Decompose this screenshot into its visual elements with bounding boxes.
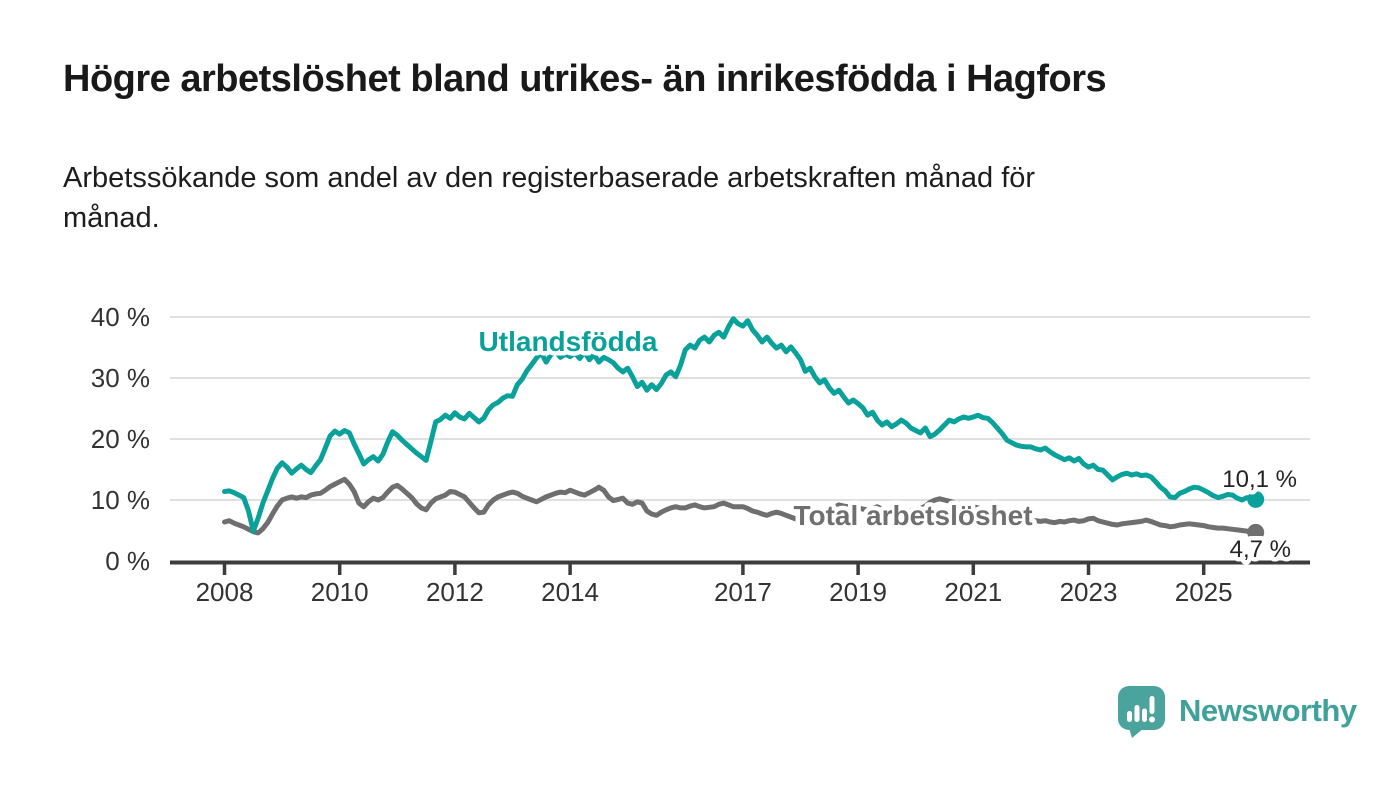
chart-subtitle: Arbetssökande som andel av den registerb… bbox=[63, 158, 1035, 238]
newsworthy-logo: Newsworthy bbox=[1117, 684, 1357, 738]
series-label-total: Total arbetslöshet bbox=[793, 500, 1032, 531]
x-axis-label-2021: 2021 bbox=[944, 577, 1002, 607]
series-line-total bbox=[222, 476, 1255, 536]
x-axis-label-2025: 2025 bbox=[1175, 577, 1233, 607]
x-axis-label-2012: 2012 bbox=[426, 577, 484, 607]
chart-subtitle-line2: månad. bbox=[63, 202, 160, 234]
y-axis-label-10: 10 % bbox=[91, 485, 150, 515]
newsworthy-bubble-icon bbox=[1118, 685, 1165, 738]
y-axis-label-40: 40 % bbox=[91, 302, 150, 332]
y-axis-label-30: 30 % bbox=[91, 363, 150, 393]
end-dot-total bbox=[1247, 523, 1265, 541]
end-value-label-utlandsfodda: 10,1 % bbox=[1222, 466, 1297, 493]
x-axis-label-2019: 2019 bbox=[829, 577, 887, 607]
chart-subtitle-line1: Arbetssökande som andel av den registerb… bbox=[63, 162, 1036, 194]
end-dot-utlandsfodda bbox=[1247, 490, 1265, 508]
end-value-label-total: 4,7 % bbox=[1230, 536, 1291, 563]
x-axis-label-2008: 2008 bbox=[196, 577, 254, 607]
x-axis-label-2014: 2014 bbox=[541, 577, 599, 607]
page-title: Högre arbetslöshet bland utrikes- än inr… bbox=[63, 58, 1107, 100]
newsworthy-wordmark: Newsworthy bbox=[1179, 693, 1357, 728]
x-axis-label-2017: 2017 bbox=[714, 577, 772, 607]
x-axis-label-2010: 2010 bbox=[311, 577, 369, 607]
y-axis-label-0: 0 % bbox=[105, 546, 150, 576]
y-axis-label-20: 20 % bbox=[91, 424, 150, 454]
series-label-utlandsfodda: Utlandsfödda bbox=[479, 326, 658, 357]
x-axis-label-2023: 2023 bbox=[1060, 577, 1118, 607]
series-line-utlandsfodda bbox=[222, 316, 1255, 534]
